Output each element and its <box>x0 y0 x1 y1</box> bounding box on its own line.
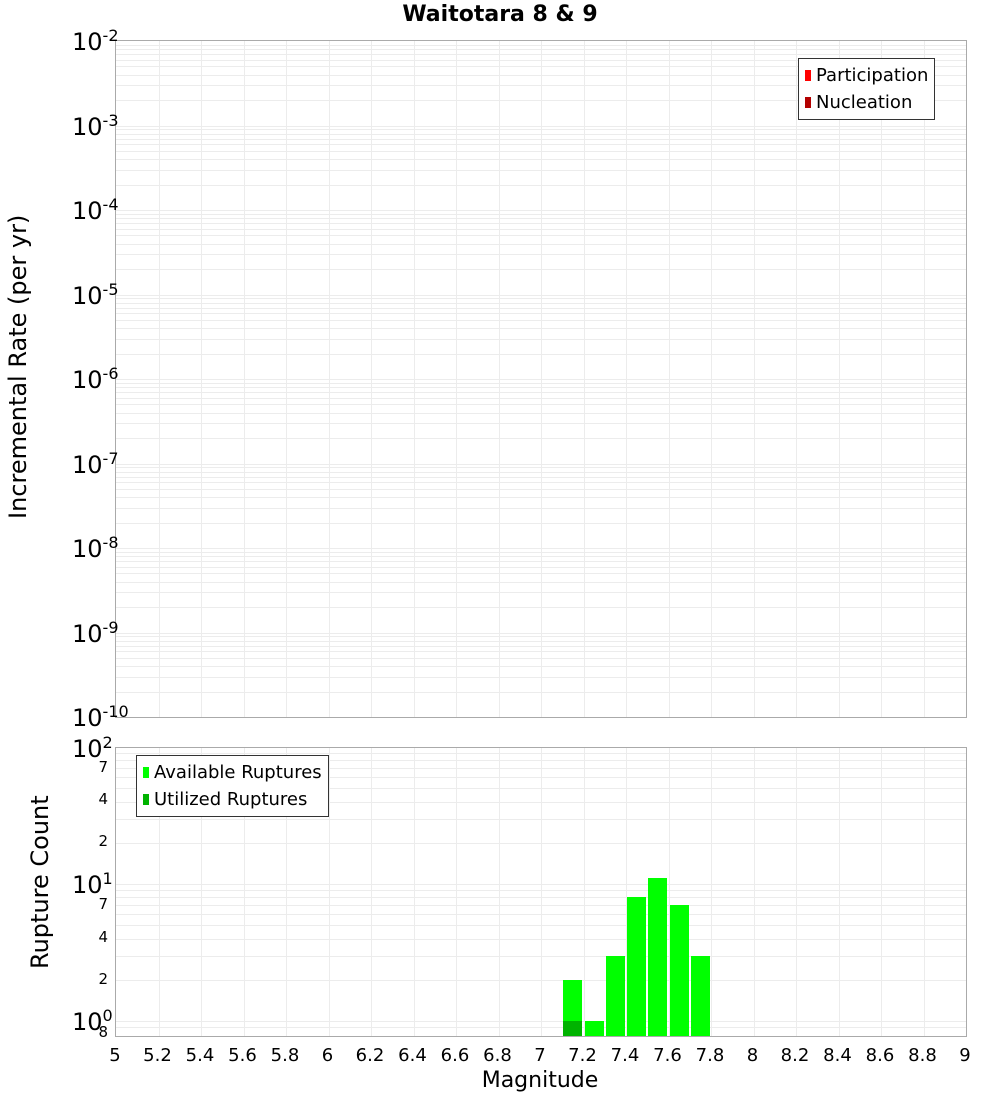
x-tick: 8.8 <box>908 1045 937 1066</box>
top-plot <box>115 40 967 718</box>
y-tick: 10-2 <box>72 26 119 56</box>
y-tick: 10-8 <box>72 533 119 563</box>
bottom-plot <box>115 747 967 1037</box>
y-minor-tick: 4 <box>98 928 108 946</box>
y-tick: 10-5 <box>72 279 119 310</box>
x-tick: 8.6 <box>865 1045 895 1066</box>
x-tick: 8 <box>746 1045 759 1066</box>
participation-swatch <box>805 70 811 81</box>
chart-title: Waitotara 8 & 9 <box>402 2 598 27</box>
bar <box>627 897 647 1036</box>
bottom-legend: Available Ruptures Utilized Ruptures <box>136 755 329 817</box>
bar <box>584 1021 604 1036</box>
bar <box>669 905 689 1036</box>
x-tick: 6.2 <box>355 1045 385 1066</box>
y-minor-tick: 2 <box>98 970 108 988</box>
y-minor-tick: 7 <box>98 895 108 913</box>
y-minor-tick: 4 <box>98 790 108 808</box>
x-tick: 5.2 <box>143 1045 172 1066</box>
utilized-swatch <box>143 794 149 805</box>
x-tick: 7 <box>534 1045 546 1066</box>
x-tick: 6.8 <box>483 1045 512 1066</box>
x-tick: 6 <box>321 1045 334 1066</box>
y-minor-tick: 8 <box>98 1023 108 1041</box>
y-tick: 101 <box>72 869 113 899</box>
bottom-y-label: Rupture Count <box>26 795 54 969</box>
y-tick: 10-3 <box>72 110 119 141</box>
top-legend: Participation Nucleation <box>798 58 936 120</box>
x-tick: 8.4 <box>823 1045 852 1066</box>
bar <box>563 1021 583 1036</box>
legend-label: Nucleation <box>816 92 913 113</box>
x-tick: 8.2 <box>780 1045 810 1066</box>
bar <box>648 878 668 1036</box>
legend-label: Available Ruptures <box>154 762 322 783</box>
y-tick: 10-7 <box>72 448 119 479</box>
x-label: Magnitude <box>481 1068 599 1093</box>
x-tick: 5.6 <box>228 1045 257 1066</box>
y-tick: 10-6 <box>72 364 119 394</box>
y-tick: 10-10 <box>72 702 129 732</box>
x-tick: 5.4 <box>185 1045 215 1066</box>
bar <box>690 955 710 1036</box>
y-tick: 102 <box>72 733 113 763</box>
nucleation-swatch <box>805 97 811 108</box>
available-swatch <box>143 767 149 778</box>
top-y-label: Incremental Rate (per yr) <box>4 214 32 519</box>
x-tick: 6.6 <box>440 1045 470 1066</box>
legend-label: Utilized Ruptures <box>154 789 308 810</box>
x-tick: 5 <box>109 1045 121 1066</box>
y-minor-tick: 7 <box>98 758 108 776</box>
x-tick: 5.8 <box>270 1045 300 1066</box>
legend-label: Participation <box>816 65 929 86</box>
bar <box>605 955 625 1036</box>
y-minor-tick: 2 <box>98 832 108 850</box>
y-tick: 10-4 <box>72 195 119 225</box>
x-tick: 6.4 <box>398 1045 427 1066</box>
y-tick: 100 <box>72 1006 113 1036</box>
x-tick: 7.6 <box>653 1045 682 1066</box>
x-tick: 9 <box>959 1045 971 1066</box>
x-tick: 7.2 <box>568 1045 597 1066</box>
y-tick: 10-9 <box>72 617 119 648</box>
x-tick: 7.8 <box>695 1045 725 1066</box>
x-tick: 7.4 <box>610 1045 640 1066</box>
